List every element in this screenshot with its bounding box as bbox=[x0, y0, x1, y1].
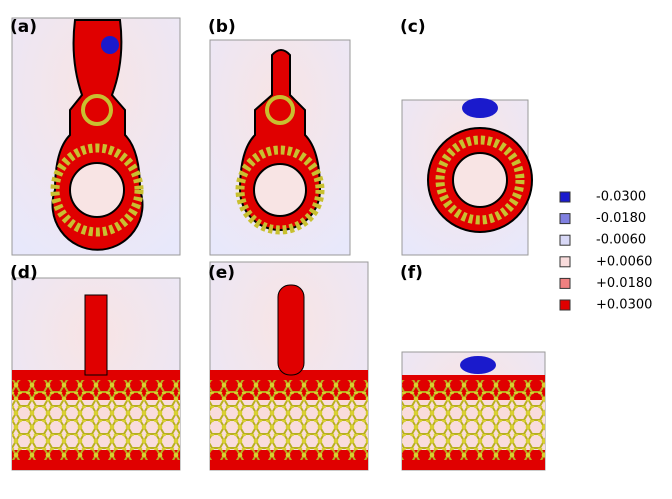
legend-swatch bbox=[560, 192, 570, 202]
legend-swatch bbox=[560, 214, 570, 224]
legend-swatch bbox=[560, 300, 570, 310]
legend-swatch bbox=[560, 235, 570, 245]
legend: -0.0300 -0.0180 -0.0060 +0.0060 +0.0180 +0.03… bbox=[560, 190, 652, 313]
legend-label: -0.0300 bbox=[596, 190, 646, 205]
legend-label: -0.0180 bbox=[596, 211, 646, 226]
legend-label: +0.0300 bbox=[596, 298, 652, 313]
panel-c: (c) bbox=[400, 17, 532, 255]
legend-label: -0.0060 bbox=[596, 233, 646, 248]
legend-label: +0.0180 bbox=[596, 276, 652, 291]
panel-label: (a) bbox=[10, 17, 37, 37]
panel-label: (c) bbox=[400, 17, 426, 37]
figure: (a) (b) (c) (d) (e) (f) -0.0300-0.0180-0… bbox=[0, 0, 672, 499]
legend-label: +0.0060 bbox=[596, 254, 652, 269]
panel-b: (b) bbox=[208, 17, 350, 255]
panel-f: (f) bbox=[400, 263, 545, 470]
panel-d: (d) bbox=[10, 263, 180, 470]
panel-a: (a) bbox=[10, 17, 180, 255]
legend-swatch bbox=[560, 257, 570, 267]
panel-e: (e) bbox=[208, 262, 368, 470]
panel-label: (d) bbox=[10, 263, 38, 283]
panel-label: (b) bbox=[208, 17, 236, 37]
panel-label: (f) bbox=[400, 263, 423, 283]
legend-swatch bbox=[560, 278, 570, 288]
panel-label: (e) bbox=[208, 263, 235, 283]
